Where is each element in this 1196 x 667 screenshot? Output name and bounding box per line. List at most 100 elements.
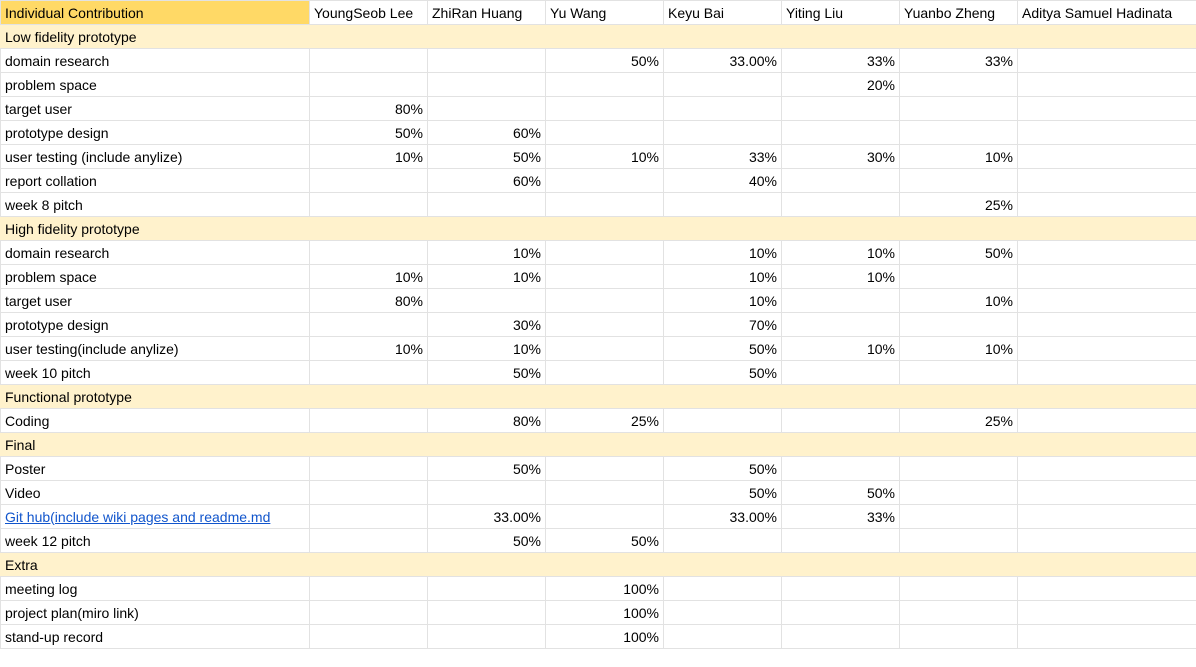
contribution-cell[interactable]: 50% [427,360,546,385]
contribution-cell[interactable] [1017,144,1196,169]
section-cell[interactable] [427,432,546,457]
contribution-cell[interactable] [309,312,428,337]
contribution-cell[interactable]: 10% [309,264,428,289]
contribution-cell[interactable] [781,624,900,649]
contribution-cell[interactable] [427,624,546,649]
contribution-cell[interactable] [781,192,900,217]
section-cell[interactable] [427,24,546,49]
contribution-cell[interactable] [781,120,900,145]
contribution-cell[interactable] [899,504,1018,529]
contribution-cell[interactable] [899,120,1018,145]
task-label-cell[interactable]: meeting log [0,576,310,601]
contribution-cell[interactable] [1017,96,1196,121]
contribution-cell[interactable]: 50% [427,528,546,553]
contribution-cell[interactable]: 25% [545,408,664,433]
contribution-cell[interactable] [663,96,782,121]
task-label-cell[interactable]: week 12 pitch [0,528,310,553]
contribution-cell[interactable] [545,72,664,97]
contribution-cell[interactable] [1017,240,1196,265]
section-cell[interactable] [545,216,664,241]
contribution-cell[interactable] [427,288,546,313]
contribution-cell[interactable]: 10% [427,240,546,265]
task-label-cell[interactable]: week 10 pitch [0,360,310,385]
section-cell[interactable] [781,24,900,49]
contribution-cell[interactable]: 70% [663,312,782,337]
contribution-cell[interactable] [545,240,664,265]
header-cell-member[interactable]: Keyu Bai [663,0,782,25]
section-cell[interactable] [781,552,900,577]
section-cell[interactable] [1017,432,1196,457]
task-label-cell[interactable]: week 8 pitch [0,192,310,217]
contribution-cell[interactable]: 10% [781,240,900,265]
contribution-cell[interactable] [545,288,664,313]
contribution-cell[interactable] [1017,504,1196,529]
task-label-cell[interactable]: Coding [0,408,310,433]
contribution-cell[interactable] [427,72,546,97]
section-cell[interactable] [309,552,428,577]
contribution-cell[interactable] [309,456,428,481]
contribution-cell[interactable] [899,312,1018,337]
task-label-cell[interactable]: prototype design [0,312,310,337]
contribution-cell[interactable] [663,528,782,553]
section-label-cell[interactable]: Functional prototype [0,384,310,409]
contribution-cell[interactable]: 80% [309,288,428,313]
contribution-cell[interactable]: 50% [781,480,900,505]
contribution-cell[interactable] [899,528,1018,553]
contribution-cell[interactable] [899,456,1018,481]
task-label-cell[interactable]: stand-up record [0,624,310,649]
contribution-cell[interactable] [309,624,428,649]
contribution-cell[interactable] [899,360,1018,385]
contribution-cell[interactable]: 10% [663,240,782,265]
section-cell[interactable] [309,216,428,241]
contribution-cell[interactable] [545,360,664,385]
contribution-cell[interactable]: 60% [427,120,546,145]
contribution-cell[interactable] [1017,624,1196,649]
contribution-cell[interactable] [309,192,428,217]
section-cell[interactable] [663,552,782,577]
section-cell[interactable] [427,384,546,409]
section-cell[interactable] [545,24,664,49]
section-cell[interactable] [899,216,1018,241]
contribution-cell[interactable] [309,528,428,553]
contribution-cell[interactable] [545,120,664,145]
contribution-cell[interactable] [309,600,428,625]
contribution-cell[interactable] [899,72,1018,97]
contribution-cell[interactable] [1017,576,1196,601]
task-label-cell[interactable]: problem space [0,264,310,289]
task-label-cell[interactable]: domain research [0,48,310,73]
contribution-cell[interactable]: 25% [899,408,1018,433]
contribution-cell[interactable]: 50% [545,48,664,73]
contribution-cell[interactable] [427,96,546,121]
section-cell[interactable] [427,216,546,241]
contribution-cell[interactable]: 33.00% [663,504,782,529]
contribution-cell[interactable] [309,408,428,433]
contribution-cell[interactable] [663,120,782,145]
section-cell[interactable] [781,384,900,409]
section-cell[interactable] [309,384,428,409]
contribution-cell[interactable]: 50% [663,480,782,505]
contribution-cell[interactable]: 33% [781,48,900,73]
contribution-cell[interactable]: 33.00% [663,48,782,73]
contribution-cell[interactable] [309,48,428,73]
contribution-cell[interactable] [781,288,900,313]
contribution-cell[interactable]: 50% [545,528,664,553]
contribution-cell[interactable]: 100% [545,624,664,649]
contribution-cell[interactable] [663,624,782,649]
task-label-cell[interactable]: prototype design [0,120,310,145]
section-cell[interactable] [1017,24,1196,49]
contribution-cell[interactable] [663,576,782,601]
contribution-cell[interactable] [663,600,782,625]
section-cell[interactable] [545,552,664,577]
contribution-cell[interactable]: 10% [309,144,428,169]
contribution-cell[interactable] [545,168,664,193]
contribution-cell[interactable]: 33% [899,48,1018,73]
contribution-cell[interactable]: 80% [309,96,428,121]
contribution-cell[interactable] [545,480,664,505]
contribution-cell[interactable] [545,336,664,361]
contribution-cell[interactable]: 80% [427,408,546,433]
contribution-cell[interactable] [1017,360,1196,385]
contribution-cell[interactable] [899,624,1018,649]
contribution-cell[interactable] [309,72,428,97]
contribution-cell[interactable] [781,312,900,337]
contribution-cell[interactable] [309,360,428,385]
